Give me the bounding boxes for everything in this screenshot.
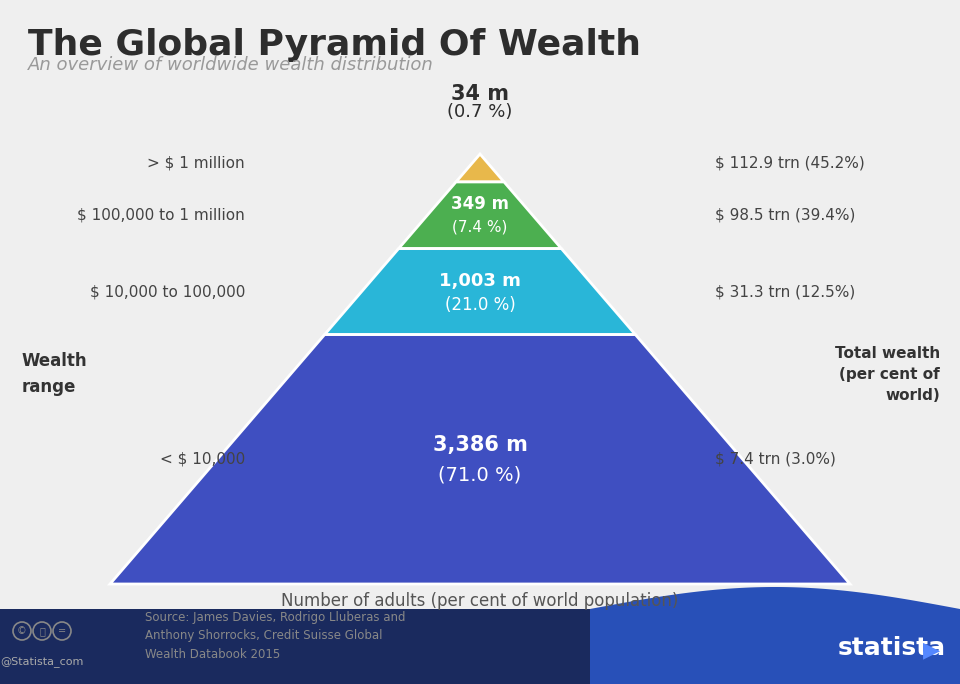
- Polygon shape: [398, 182, 562, 248]
- Text: $ 98.5 trn (39.4%): $ 98.5 trn (39.4%): [715, 208, 855, 223]
- Text: ⓘ: ⓘ: [39, 626, 45, 636]
- Text: ▶: ▶: [923, 640, 940, 660]
- Polygon shape: [110, 334, 850, 584]
- Circle shape: [425, 399, 575, 549]
- Polygon shape: [590, 587, 960, 684]
- Polygon shape: [456, 154, 504, 182]
- Text: Wealth
range: Wealth range: [22, 352, 87, 395]
- Text: @Statista_com: @Statista_com: [0, 657, 84, 668]
- Text: =: =: [58, 626, 66, 636]
- Text: $ 31.3 trn (12.5%): $ 31.3 trn (12.5%): [715, 284, 855, 299]
- Text: 3,386 m: 3,386 m: [433, 435, 527, 456]
- Text: (0.7 %): (0.7 %): [447, 103, 513, 121]
- Text: An overview of worldwide wealth distribution: An overview of worldwide wealth distribu…: [28, 56, 434, 74]
- Text: > $ 1 million: > $ 1 million: [148, 155, 245, 170]
- Text: statista: statista: [838, 636, 947, 660]
- Bar: [0, 609, 960, 684]
- Circle shape: [320, 354, 510, 544]
- Text: (21.0 %): (21.0 %): [444, 295, 516, 313]
- Text: $ 100,000 to 1 million: $ 100,000 to 1 million: [77, 208, 245, 223]
- Text: Total wealth
(per cent of
world): Total wealth (per cent of world): [835, 345, 940, 402]
- Text: (7.4 %): (7.4 %): [452, 220, 508, 235]
- Text: ©: ©: [17, 626, 27, 636]
- Polygon shape: [324, 248, 636, 334]
- Text: < $ 10,000: < $ 10,000: [159, 452, 245, 466]
- Text: 1,003 m: 1,003 m: [439, 272, 521, 289]
- Text: $ 7.4 trn (3.0%): $ 7.4 trn (3.0%): [715, 452, 836, 466]
- Text: $: $: [473, 436, 527, 512]
- Text: The Global Pyramid Of Wealth: The Global Pyramid Of Wealth: [28, 28, 641, 62]
- Text: $ 10,000 to 100,000: $ 10,000 to 100,000: [89, 284, 245, 299]
- Text: $: $: [380, 401, 449, 498]
- Text: (71.0 %): (71.0 %): [439, 465, 521, 484]
- Text: 349 m: 349 m: [451, 195, 509, 213]
- Text: Source: James Davies, Rodrigo Lluberas and
Anthony Shorrocks, Credit Suisse Glob: Source: James Davies, Rodrigo Lluberas a…: [145, 611, 405, 661]
- Text: Number of adults (per cent of world population): Number of adults (per cent of world popu…: [281, 592, 679, 610]
- Text: 34 m: 34 m: [451, 84, 509, 104]
- Text: $ 112.9 trn (45.2%): $ 112.9 trn (45.2%): [715, 155, 865, 170]
